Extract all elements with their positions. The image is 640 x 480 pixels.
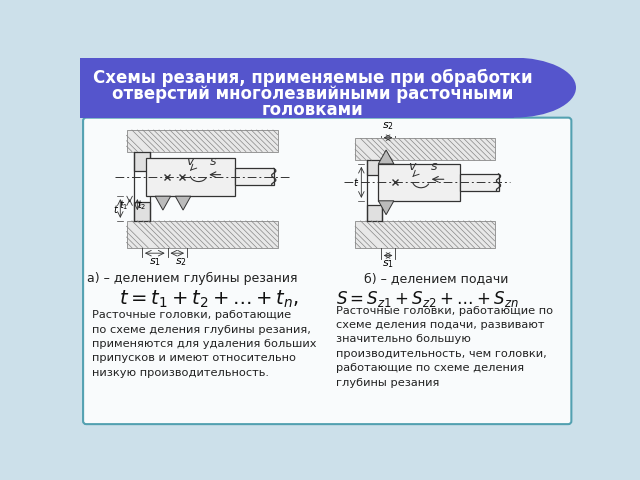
Bar [146,158,235,196]
Bar [134,152,150,171]
Text: $t$: $t$ [113,203,119,215]
Bar [127,221,278,248]
Bar [127,130,278,152]
Bar [378,164,460,201]
Text: Схемы резания, применяемые при обработки: Схемы резания, применяемые при обработки [93,69,532,87]
FancyBboxPatch shape [83,118,572,424]
Text: $s_1$: $s_1$ [149,256,161,268]
Text: Расточные головки, работающие по
схеме деления подачи, развивают
значительно бол: Расточные головки, работающие по схеме д… [336,306,553,387]
Text: $t$: $t$ [353,176,359,188]
Text: v: v [408,160,415,173]
Text: $s_1$: $s_1$ [382,259,394,270]
Text: $S = S_{z1} + S_{z2} + \ldots +S_{zn}$: $S = S_{z1} + S_{z2} + \ldots +S_{zn}$ [336,288,519,309]
Bar [235,168,274,185]
Text: s: s [209,156,216,168]
Text: отверстий многолезвийными расточными: отверстий многолезвийными расточными [112,84,513,103]
Text: $s_2$: $s_2$ [175,256,187,268]
Text: головками: головками [262,101,364,120]
Polygon shape [378,150,394,164]
Ellipse shape [452,58,576,118]
Text: б) – делением подачи: б) – делением подачи [364,272,509,285]
Bar [367,160,382,175]
Text: $s_2$: $s_2$ [382,120,394,132]
Text: а) – делением глубины резания: а) – делением глубины резания [87,272,298,285]
Polygon shape [378,201,394,215]
Bar [460,174,499,191]
Text: v: v [186,156,193,168]
Polygon shape [175,196,191,210]
Bar [367,205,382,221]
Bar [80,58,514,118]
Text: Расточные головки, работающие
по схеме деления глубины резания,
применяются для : Расточные головки, работающие по схеме д… [92,310,316,378]
Text: $t = t_1 + t_2 + \ldots + t_n,$: $t = t_1 + t_2 + \ldots + t_n,$ [119,288,298,310]
Text: $t_2$: $t_2$ [138,199,147,212]
Text: $t_1$: $t_1$ [118,199,128,212]
Bar [355,221,495,248]
Text: s: s [431,160,438,173]
Bar [134,202,150,221]
Polygon shape [155,196,171,210]
Bar [355,138,495,160]
